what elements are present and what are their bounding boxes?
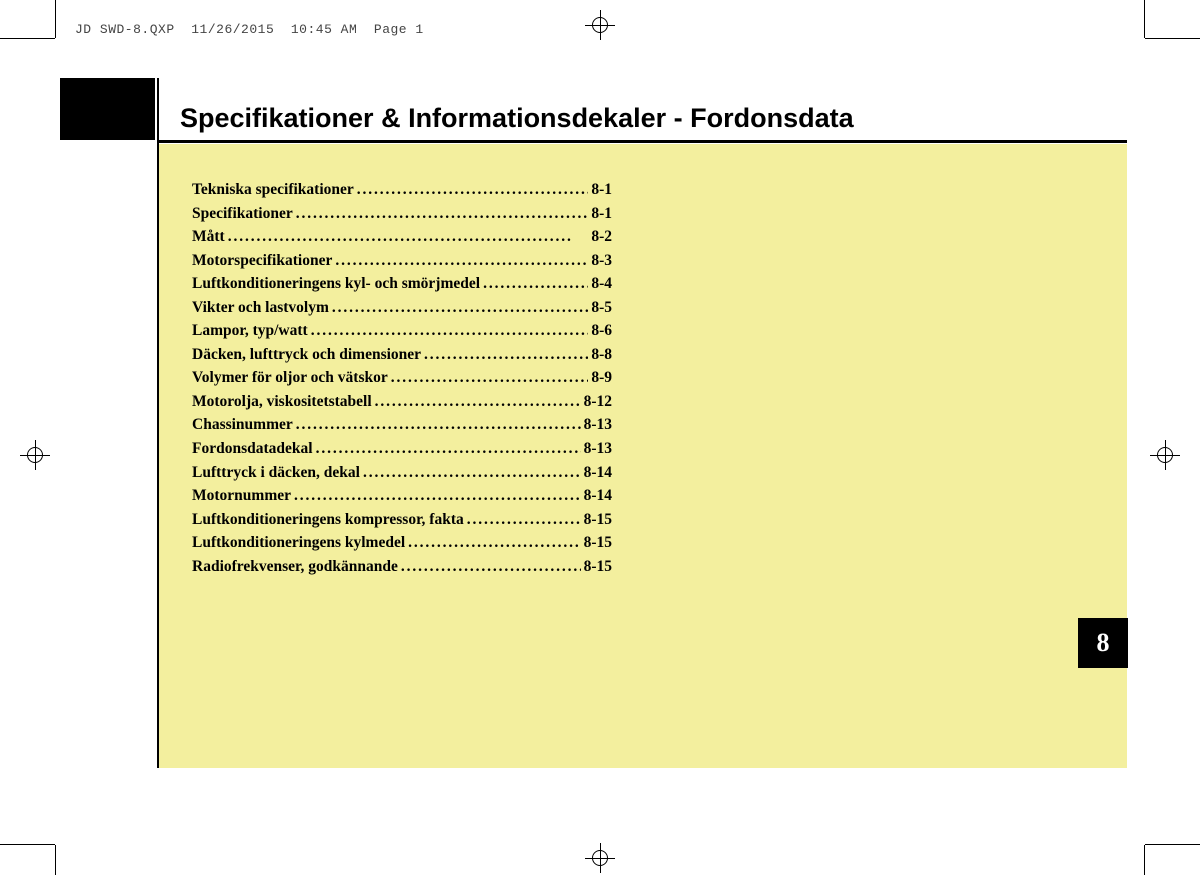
registration-mark-icon [1150, 440, 1180, 470]
toc-page: 8-5 [591, 296, 612, 320]
print-header: JD SWD-8.QXP 11/26/2015 10:45 AM Page 1 [75, 22, 424, 37]
toc-leader-dots [467, 508, 581, 532]
page-title: Specifikationer & Informationsdekaler - … [180, 103, 854, 134]
toc-leader-dots [483, 272, 588, 296]
toc-row: Specifikationer 8-1 [192, 202, 612, 226]
toc-row: Vikter och lastvolym 8-5 [192, 296, 612, 320]
toc-leader-dots [228, 225, 589, 249]
toc-label: Motorolja, viskositetstabell [192, 390, 372, 414]
toc-leader-dots [357, 178, 589, 202]
toc-leader-dots [401, 555, 581, 579]
toc-row: Luftkonditioneringens kylmedel 8-15 [192, 531, 612, 555]
toc-leader-dots [375, 390, 581, 414]
chapter-tab: 8 [1078, 618, 1128, 668]
toc-page: 8-14 [584, 461, 612, 485]
crop-mark [0, 38, 55, 39]
toc-leader-dots [294, 484, 581, 508]
toc-row: Luftkonditioneringens kyl- och smörjmede… [192, 272, 612, 296]
toc-page: 8-6 [591, 319, 612, 343]
toc-page: 8-14 [584, 484, 612, 508]
toc-page: 8-15 [584, 531, 612, 555]
print-filename: JD SWD-8.QXP [75, 22, 175, 37]
toc-leader-dots [363, 461, 581, 485]
toc-leader-dots [408, 531, 580, 555]
toc-leader-dots [424, 343, 588, 367]
toc-label: Motorspecifikationer [192, 249, 332, 273]
chapter-number: 8 [1097, 628, 1110, 658]
toc-label: Lufttryck i däcken, dekal [192, 461, 360, 485]
toc-label: Luftkonditioneringens kylmedel [192, 531, 405, 555]
toc-page: 8-8 [591, 343, 612, 367]
toc-row: Motorolja, viskositetstabell 8-12 [192, 390, 612, 414]
toc-label: Fordonsdatadekal [192, 437, 313, 461]
toc-leader-dots [391, 366, 589, 390]
toc-page: 8-1 [591, 202, 612, 226]
toc-page: 8-2 [591, 225, 612, 249]
toc-label: Volymer för oljor och vätskor [192, 366, 388, 390]
toc-label: Mått [192, 225, 225, 249]
toc-row: Motorspecifikationer 8-3 [192, 249, 612, 273]
toc-label: Vikter och lastvolym [192, 296, 329, 320]
toc-leader-dots [296, 413, 581, 437]
toc-leader-dots [311, 319, 589, 343]
toc-label: Chassinummer [192, 413, 293, 437]
toc-label: Motornummer [192, 484, 291, 508]
crop-mark [0, 844, 55, 845]
toc-page: 8-1 [591, 178, 612, 202]
toc-leader-dots [335, 249, 588, 273]
toc-row: Radiofrekvenser, godkännande 8-15 [192, 555, 612, 579]
crop-mark [55, 0, 56, 38]
registration-mark-icon [20, 440, 50, 470]
toc-leader-dots [316, 437, 581, 461]
toc-row: Motornummer 8-14 [192, 484, 612, 508]
toc-page: 8-3 [591, 249, 612, 273]
toc-row: Mått 8-2 [192, 225, 612, 249]
toc-page: 8-9 [591, 366, 612, 390]
crop-mark [1145, 38, 1200, 39]
table-of-contents: Tekniska specifikationer8-1Specifikation… [192, 178, 612, 578]
toc-row: Lampor, typ/watt 8-6 [192, 319, 612, 343]
toc-row: Däcken, lufttryck och dimensioner 8-8 [192, 343, 612, 367]
toc-row: Tekniska specifikationer 8-1 [192, 178, 612, 202]
print-time: 10:45 AM [291, 22, 357, 37]
toc-leader-dots [296, 202, 589, 226]
toc-label: Luftkonditioneringens kyl- och smörjmede… [192, 272, 480, 296]
crop-mark [55, 845, 56, 875]
toc-row: Fordonsdatadekal 8-13 [192, 437, 612, 461]
toc-leader-dots [332, 296, 588, 320]
print-page: Page 1 [374, 22, 424, 37]
print-date: 11/26/2015 [191, 22, 274, 37]
toc-row: Luftkonditioneringens kompressor, fakta 8… [192, 508, 612, 532]
crop-mark [1144, 0, 1145, 38]
registration-mark-icon [585, 843, 615, 873]
crop-mark [1144, 845, 1145, 875]
toc-label: Tekniska specifikationer [192, 178, 354, 202]
toc-page: 8-12 [584, 390, 612, 414]
crop-mark [1145, 844, 1200, 845]
toc-label: Lampor, typ/watt [192, 319, 308, 343]
title-underline [157, 140, 1127, 143]
toc-page: 8-13 [584, 437, 612, 461]
toc-row: Volymer för oljor och vätskor 8-9 [192, 366, 612, 390]
toc-label: Luftkonditioneringens kompressor, fakta [192, 508, 464, 532]
toc-page: 8-15 [584, 555, 612, 579]
toc-label: Radiofrekvenser, godkännande [192, 555, 398, 579]
toc-label: Specifikationer [192, 202, 293, 226]
toc-page: 8-13 [584, 413, 612, 437]
toc-row: Chassinummer 8-13 [192, 413, 612, 437]
corner-block [60, 78, 155, 140]
registration-mark-icon [585, 10, 615, 40]
toc-label: Däcken, lufttryck och dimensioner [192, 343, 421, 367]
toc-page: 8-15 [584, 508, 612, 532]
toc-row: Lufttryck i däcken, dekal 8-14 [192, 461, 612, 485]
toc-page: 8-4 [591, 272, 612, 296]
